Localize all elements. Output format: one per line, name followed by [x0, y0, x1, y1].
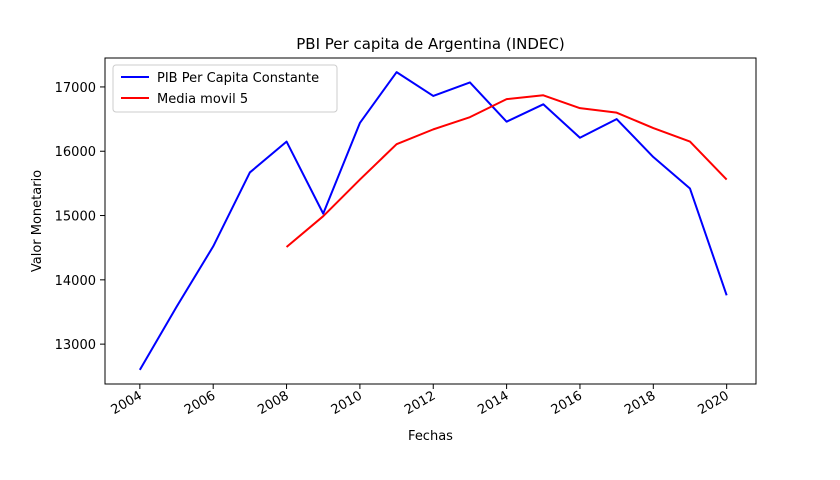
- y-tick-label-16000: 16000: [55, 145, 96, 160]
- plot-area-group: [138, 71, 728, 371]
- y-axis-title: Valor Monetario: [30, 170, 45, 272]
- x-axis-title: Fechas: [408, 429, 453, 444]
- plot-frame: [104, 57, 757, 385]
- legend-box: [112, 64, 338, 113]
- y-tick-label-17000: 17000: [55, 81, 96, 96]
- legend: PIB Per Capita Constante Media movil 5: [112, 64, 338, 113]
- legend-label-1: PIB Per Capita Constante: [157, 71, 319, 86]
- y-tick-label-13000: 13000: [55, 338, 96, 353]
- y-tick-label-15000: 15000: [55, 210, 96, 225]
- legend-label-2: Media movil 5: [157, 92, 248, 107]
- chart-title: PBI Per capita de Argentina (INDEC): [296, 35, 564, 53]
- y-tick-label-14000: 14000: [55, 274, 96, 289]
